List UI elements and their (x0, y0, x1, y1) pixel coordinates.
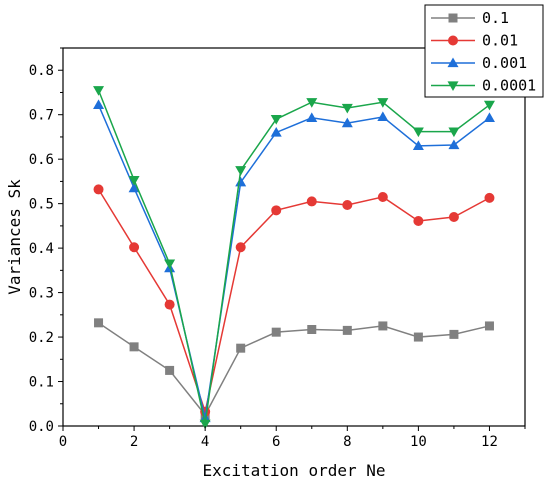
legend-item: 0.1 (431, 9, 509, 27)
series-line (97, 104, 490, 419)
x-tick-label: 0 (59, 434, 67, 450)
data-point (93, 99, 105, 110)
series-0.01 (93, 184, 495, 417)
legend-label: 0.0001 (482, 77, 536, 95)
data-point (484, 321, 494, 331)
data-point (448, 139, 460, 150)
series-line (97, 189, 490, 415)
legend-marker (447, 57, 459, 68)
data-point (377, 191, 388, 202)
data-point (378, 321, 388, 331)
x-tick-label: 2 (130, 434, 138, 450)
y-tick-label: 0.0 (29, 419, 54, 435)
legend-label: 0.1 (482, 9, 509, 27)
x-tick-label: 10 (410, 434, 427, 450)
data-point (128, 175, 140, 186)
data-point (306, 112, 318, 122)
data-point (235, 176, 247, 187)
data-point (129, 242, 140, 253)
data-point (129, 342, 139, 352)
data-point (483, 100, 495, 111)
series-line (97, 89, 490, 424)
data-point (236, 343, 246, 353)
data-point (449, 329, 459, 339)
legend-marker (448, 35, 458, 46)
legend-label: 0.01 (482, 32, 518, 50)
data-point (377, 111, 389, 122)
y-tick-label: 0.2 (29, 330, 54, 346)
data-point (235, 242, 246, 253)
legend-label: 0.001 (482, 54, 527, 72)
y-tick-label: 0.3 (29, 286, 54, 302)
y-tick-label: 0.4 (29, 241, 54, 257)
data-point (270, 126, 282, 137)
data-point (307, 324, 317, 334)
y-tick-label: 0.8 (29, 63, 54, 79)
legend: 0.1 0.01 0.001 0.0001 (424, 4, 544, 98)
data-point (448, 211, 459, 222)
data-point (306, 196, 317, 207)
data-point (342, 199, 353, 210)
series-0.001 (93, 99, 495, 423)
x-tick-label: 4 (201, 434, 209, 450)
legend-marker (448, 13, 458, 23)
y-tick-label: 0.6 (29, 152, 54, 168)
legend-item: 0.01 (431, 32, 518, 50)
data-point (128, 182, 140, 193)
axis-ticks: 0 2 4 6 8 10 12 0.0 0.1 0.2 0.3 0.4 0.5 0.6 0.7 0.8 (29, 47, 526, 450)
data-point (377, 98, 389, 108)
legend-marker (447, 81, 459, 91)
data-point (94, 318, 104, 328)
data-point (164, 259, 176, 270)
legend-box (424, 4, 544, 98)
legend-item: 0.001 (431, 54, 527, 72)
data-point (412, 140, 424, 150)
data-point (235, 166, 247, 176)
legend-item: 0.0001 (431, 77, 536, 95)
x-tick-label: 12 (481, 434, 498, 450)
data-point (271, 327, 281, 337)
x-tick-label: 8 (343, 434, 351, 450)
x-axis-title: Excitation order Ne (202, 461, 385, 480)
data-point (483, 112, 495, 122)
data-point (164, 299, 175, 310)
data-point (412, 127, 424, 138)
plot-area (62, 47, 526, 427)
data-point (448, 127, 460, 138)
data-point (342, 325, 352, 335)
plot-border (62, 47, 526, 427)
data-point (306, 98, 318, 108)
series-line (98, 322, 490, 417)
data-point (413, 215, 424, 226)
data-point (165, 365, 175, 375)
series-0.0001 (93, 86, 495, 430)
x-tick-label: 6 (272, 434, 280, 450)
data-point (341, 117, 353, 128)
y-tick-label: 0.1 (29, 375, 54, 391)
y-tick-label: 0.7 (29, 108, 54, 124)
data-point (413, 332, 423, 342)
y-axis-title: Variances Sk (5, 179, 24, 295)
data-point (93, 184, 104, 195)
data-point (484, 192, 495, 203)
series-0.1 (94, 318, 494, 420)
y-tick-label: 0.5 (29, 197, 54, 213)
data-point (199, 419, 211, 430)
data-point (341, 103, 353, 114)
series-layer (93, 86, 495, 430)
data-point (93, 86, 105, 96)
data-point (270, 115, 282, 125)
data-point (271, 205, 282, 216)
